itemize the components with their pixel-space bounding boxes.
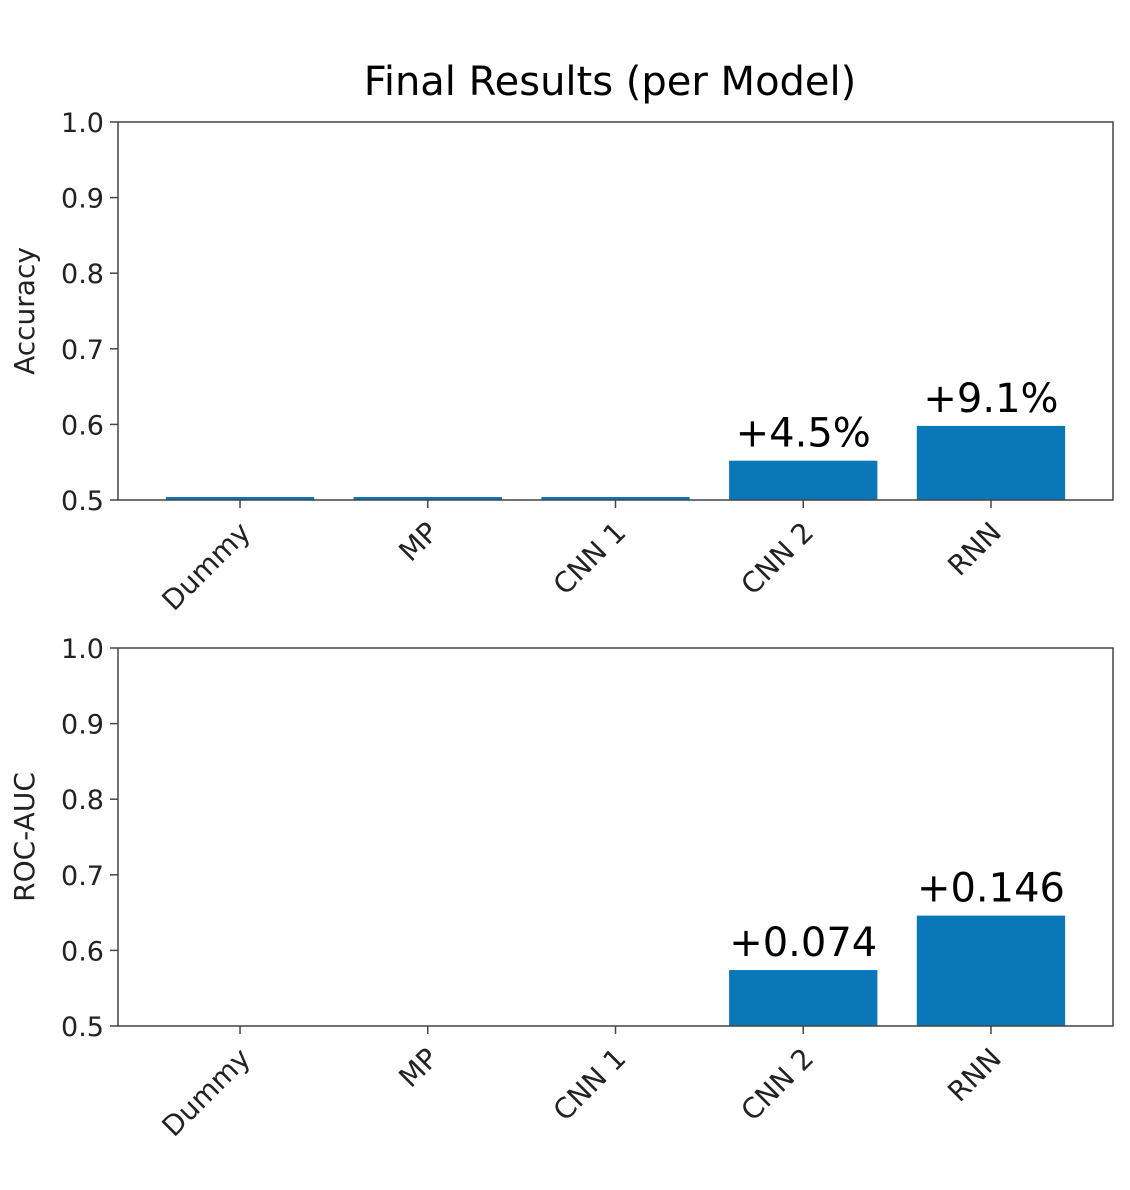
y-tick-label: 0.7	[61, 861, 104, 892]
bar-cnn-1	[541, 496, 690, 500]
category-label: CNN 2	[735, 1042, 821, 1128]
panel-1: Dummy MP CNN 1 +4.5% CNN 2 +9.1% RNN 0.5 0.6 0.7 0…	[8, 108, 1114, 617]
data-label: +4.5%	[736, 411, 871, 457]
bar-dummy	[165, 496, 315, 500]
panel-2: Dummy MP CNN 1 +0.074 CNN 2 +0.146 RNN 0.5 0.6 0.…	[8, 634, 1114, 1143]
bar-cnn-2	[729, 460, 878, 500]
y-tick-label: 0.6	[61, 410, 104, 441]
bar-cnn-2	[729, 970, 878, 1026]
bar-mp	[353, 496, 502, 500]
category-label: CNN 1	[547, 1042, 633, 1128]
y-axis-label: ROC-AUC	[8, 772, 41, 902]
y-tick-label: 0.5	[61, 486, 104, 517]
data-label: +0.146	[917, 866, 1065, 912]
category-label: CNN 1	[547, 516, 633, 602]
y-axis-label: Accuracy	[8, 247, 41, 375]
plot-frame	[117, 647, 1114, 1027]
y-tick-label: 1.0	[61, 634, 104, 665]
y-tick-label: 0.9	[61, 710, 104, 741]
category-label: CNN 2	[735, 516, 821, 602]
bar-rnn	[916, 915, 1066, 1026]
y-tick-label: 0.9	[61, 184, 104, 215]
y-tick-label: 0.8	[61, 785, 104, 816]
data-label: +0.074	[729, 920, 877, 966]
y-tick-label: 1.0	[61, 108, 104, 139]
y-tick-label: 0.8	[61, 259, 104, 290]
category-label: Dummy	[156, 516, 257, 617]
y-tick-label: 0.7	[61, 335, 104, 366]
y-tick-label: 0.6	[61, 936, 104, 967]
plot-frame	[117, 121, 1114, 501]
category-label: RNN	[941, 516, 1008, 583]
category-label: MP	[392, 1042, 444, 1094]
data-label: +9.1%	[923, 376, 1058, 422]
category-label: MP	[392, 516, 444, 568]
y-tick-label: 0.5	[61, 1012, 104, 1043]
category-label: Dummy	[156, 1042, 257, 1143]
chart-title: Final Results (per Model)	[364, 59, 857, 105]
category-label: RNN	[941, 1042, 1008, 1109]
bar-rnn	[916, 425, 1066, 500]
